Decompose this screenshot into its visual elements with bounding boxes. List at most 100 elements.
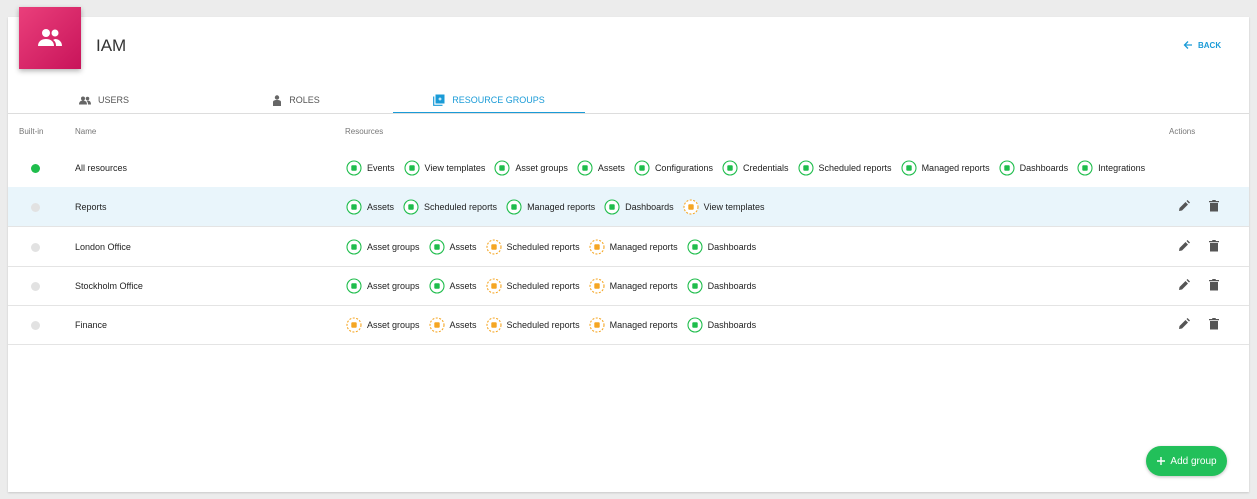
resource-name: Assets — [449, 320, 477, 331]
resource-name: Managed reports — [921, 163, 990, 173]
back-button[interactable]: BACK — [1183, 40, 1221, 50]
resource-icon — [604, 199, 620, 215]
users-icon — [38, 29, 62, 46]
back-label: BACK — [1198, 40, 1222, 50]
resource-icon — [485, 239, 502, 255]
delete-icon — [1209, 200, 1219, 212]
resource-icon — [494, 160, 510, 176]
resource-name: Scheduled reports — [506, 280, 580, 291]
resource-icon — [485, 278, 502, 294]
tab[interactable]: USERS — [8, 88, 200, 112]
tab-label: USERS — [97, 95, 129, 105]
tab-label: RESOURCE GROUPS — [452, 95, 545, 105]
edit-icon — [1179, 239, 1190, 251]
resource-chip: Scheduled reports — [485, 238, 580, 256]
resource-list: Events View templates Asset groups Assets Co… — [346, 159, 1161, 177]
resource-list: Asset groups Assets Scheduled reports Manag… — [346, 277, 1161, 295]
resource-name: Scheduled reports — [818, 163, 892, 173]
resource-chip: Assets — [428, 238, 477, 256]
resource-icon — [346, 278, 362, 294]
resource-name: Integrations — [1098, 163, 1146, 173]
table-row: London Office Asset groups Assets Scheduled… — [8, 227, 1249, 267]
resource-icon — [589, 317, 605, 333]
resource-icon — [428, 239, 445, 255]
column-header: Built-in — [19, 127, 44, 136]
resource-name: Asset groups — [367, 320, 420, 331]
back-arrow — [1183, 41, 1192, 49]
add-group-button[interactable]: Add group — [1146, 446, 1227, 476]
column-header: Resources — [345, 127, 384, 136]
delete-icon — [1209, 278, 1219, 291]
edit-button[interactable] — [1178, 317, 1190, 335]
resource-name: Dashboards — [625, 202, 674, 213]
resource-chip: Managed reports — [589, 277, 678, 295]
resource-icon — [687, 239, 703, 255]
table-row: All resources Events View templates Asset g… — [8, 148, 1249, 188]
resource-chip: Scheduled reports — [485, 316, 580, 334]
resource-name: Credentials — [742, 163, 789, 173]
resource-name: Assets — [449, 280, 477, 291]
resource-chip: Dashboards — [999, 159, 1068, 177]
group-name: All resources — [75, 163, 128, 173]
resource-chip: Dashboards — [604, 198, 674, 216]
resource-name: Dashboards — [707, 320, 757, 331]
built-in-indicator — [31, 321, 40, 331]
delete-button[interactable] — [1209, 278, 1219, 296]
resource-chip: Scheduled reports — [797, 159, 892, 177]
tab[interactable]: ROLES — [200, 88, 392, 112]
delete-button[interactable] — [1209, 317, 1219, 335]
edit-button[interactable] — [1178, 278, 1190, 296]
resource-icon — [346, 239, 362, 255]
resource-chip: Scheduled reports — [403, 198, 497, 216]
app-icon — [19, 7, 81, 69]
resource-name: Dashboards — [707, 241, 757, 252]
tab[interactable]: RESOURCE GROUPS — [393, 88, 585, 113]
resource-name: Asset groups — [515, 163, 568, 173]
resource-icon — [687, 278, 703, 294]
resource-chip: Scheduled reports — [485, 277, 580, 295]
built-in-indicator — [31, 164, 40, 173]
resource-icon — [346, 199, 362, 215]
resource-name: Managed reports — [609, 320, 678, 331]
divider — [8, 113, 1249, 114]
resource-chip: Assets — [346, 198, 394, 216]
tab-label: ROLES — [289, 95, 320, 105]
resource-icon — [485, 317, 502, 333]
resource-icon — [634, 160, 650, 176]
plus-icon — [1157, 457, 1166, 465]
resource-icon — [901, 160, 917, 176]
delete-icon — [1209, 318, 1219, 330]
resource-chip: Assets — [428, 316, 477, 334]
edit-icon — [1179, 278, 1190, 290]
resource-chip: Asset groups — [346, 277, 420, 295]
resource-name: Managed reports — [527, 202, 596, 213]
resource-chip: View templates — [403, 159, 485, 177]
edit-icon — [1179, 200, 1190, 212]
resource-icon — [506, 199, 522, 215]
resource-name: Assets — [367, 202, 395, 213]
table-row: Reports Assets Scheduled reports Managed re… — [8, 187, 1249, 228]
tab-icon — [433, 94, 445, 106]
column-header: Actions — [1169, 127, 1196, 136]
resource-name: Assets — [449, 241, 477, 252]
delete-button[interactable] — [1209, 199, 1219, 217]
resource-chip: Assets — [428, 277, 477, 295]
edit-button[interactable] — [1178, 239, 1190, 257]
resource-icon — [687, 317, 703, 333]
built-in-indicator — [31, 281, 40, 291]
resource-chip: Managed reports — [506, 198, 595, 216]
resource-chip: Credentials — [722, 159, 789, 177]
resource-icon — [346, 160, 362, 176]
resource-chip: Dashboards — [687, 277, 756, 295]
delete-button[interactable] — [1209, 239, 1219, 257]
group-name: London Office — [75, 241, 131, 252]
resource-icon — [797, 160, 814, 176]
resource-list: Asset groups Assets Scheduled reports Manag… — [346, 238, 1161, 256]
group-name: Stockholm Office — [75, 280, 143, 291]
resource-icon — [577, 160, 593, 176]
tab-icon — [78, 96, 91, 104]
column-header: Name — [75, 127, 97, 136]
built-in-indicator — [31, 242, 40, 252]
tab-icon — [273, 94, 282, 106]
edit-button[interactable] — [1178, 199, 1190, 217]
